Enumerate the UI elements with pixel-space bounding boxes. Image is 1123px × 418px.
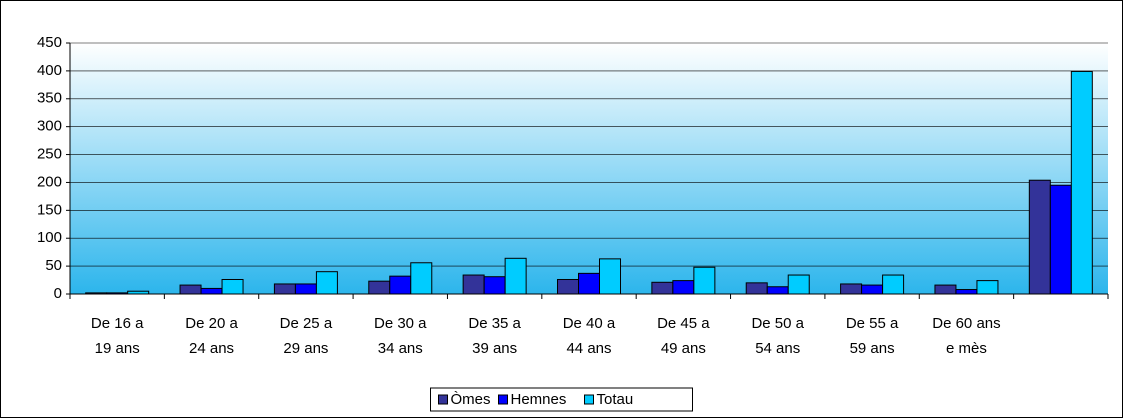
bar xyxy=(483,276,506,295)
x-tick-label: De 30 a 34 ans xyxy=(374,315,427,357)
y-tick-label: 200 xyxy=(37,173,62,190)
x-tick-label: De 55 a 59 ans xyxy=(846,315,899,357)
legend-swatch xyxy=(584,394,594,405)
bar xyxy=(745,282,768,295)
plot-area xyxy=(70,43,1108,294)
x-tick-label: De 20 a 24 ans xyxy=(185,315,238,357)
y-tick-label: 300 xyxy=(37,118,62,135)
bar xyxy=(294,283,317,295)
bar xyxy=(106,292,129,295)
x-tick-label: De 50 a 54 ans xyxy=(751,315,804,357)
y-tick-label: 0 xyxy=(54,285,62,302)
bar xyxy=(127,290,150,295)
y-tick-label: 350 xyxy=(37,90,62,107)
bar xyxy=(976,280,999,295)
legend-label: Òmes xyxy=(451,391,491,408)
bar xyxy=(273,283,296,295)
y-tick-label: 150 xyxy=(37,201,62,218)
bar xyxy=(221,278,244,295)
legend-label: Totau xyxy=(597,391,634,408)
y-tick-label: 50 xyxy=(45,257,62,274)
bar xyxy=(179,284,202,295)
bar xyxy=(462,274,485,295)
bar xyxy=(504,257,527,295)
bar xyxy=(389,275,412,295)
legend-box xyxy=(430,387,693,412)
bar xyxy=(578,272,600,295)
legend-label: Hemnes xyxy=(511,391,567,408)
bar xyxy=(955,289,978,295)
bar xyxy=(1070,70,1093,295)
bar xyxy=(599,258,621,295)
bar xyxy=(1028,179,1051,295)
legend-swatch xyxy=(498,394,508,405)
y-tick-label: 250 xyxy=(37,146,62,163)
bar xyxy=(85,292,108,295)
x-tick-label: De 45 a 49 ans xyxy=(657,315,710,357)
bar xyxy=(861,284,884,295)
x-tick-label: De 16 a 19 ans xyxy=(91,315,144,357)
x-tick-label: De 40 a 44 ans xyxy=(563,315,616,357)
bar xyxy=(315,271,338,295)
bar xyxy=(766,286,789,295)
bar xyxy=(557,278,579,295)
legend-swatch xyxy=(438,394,448,405)
bar xyxy=(693,266,716,295)
bar xyxy=(840,283,863,295)
y-tick-label: 450 xyxy=(37,34,62,51)
bar xyxy=(200,287,223,295)
x-tick-label: De 35 a 39 ans xyxy=(468,315,521,357)
x-tick-label: De 25 a 29 ans xyxy=(280,315,333,357)
bar xyxy=(410,262,433,295)
bar xyxy=(368,280,391,295)
x-tick-label: De 60 ans e mès xyxy=(932,315,1000,357)
bar xyxy=(882,274,905,295)
bar xyxy=(651,281,674,295)
y-tick-label: 100 xyxy=(37,229,62,246)
y-tick-label: 400 xyxy=(37,62,62,79)
bar xyxy=(1049,184,1072,295)
bar xyxy=(672,280,695,295)
bar xyxy=(934,284,957,295)
bar xyxy=(787,274,810,295)
